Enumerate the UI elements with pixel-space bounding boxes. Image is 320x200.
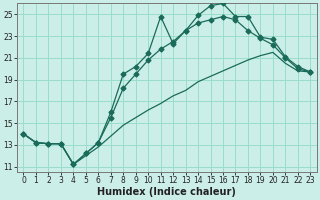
X-axis label: Humidex (Indice chaleur): Humidex (Indice chaleur) <box>98 187 236 197</box>
